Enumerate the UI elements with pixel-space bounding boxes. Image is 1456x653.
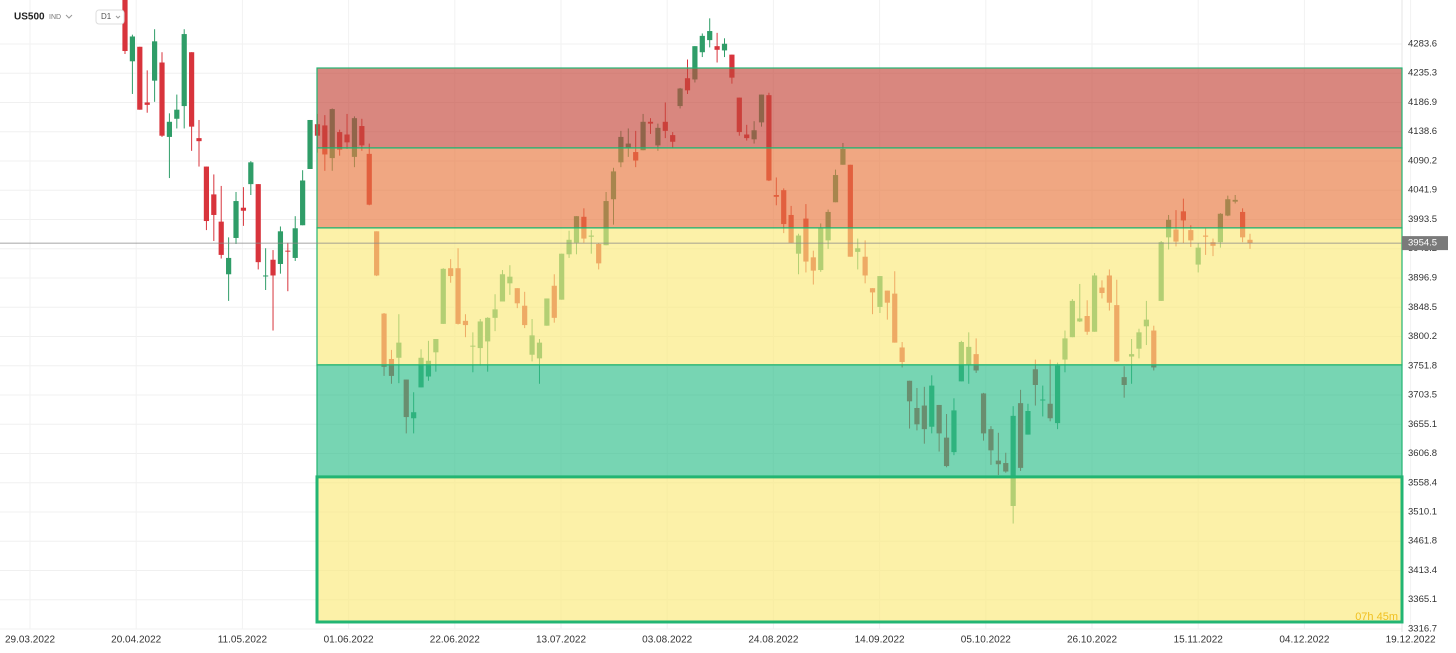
y-tick-label: 3461.8 bbox=[1408, 536, 1437, 547]
candle-body bbox=[166, 121, 173, 137]
candle-body bbox=[122, 0, 128, 52]
price-zone bbox=[316, 227, 1403, 366]
symbol: US500 bbox=[14, 12, 45, 23]
candle-body bbox=[277, 231, 284, 264]
price-zone bbox=[316, 364, 1403, 478]
y-tick-label: 3800.2 bbox=[1408, 331, 1437, 342]
candle-body bbox=[300, 180, 306, 226]
candle-body bbox=[285, 250, 291, 252]
y-tick-label: 3993.5 bbox=[1408, 214, 1437, 225]
y-tick-label: 3655.1 bbox=[1408, 419, 1437, 430]
y-tick-label: 4235.3 bbox=[1408, 68, 1437, 79]
candle-body bbox=[233, 201, 239, 238]
candle-body bbox=[721, 43, 728, 51]
x-tick-label: 13.07.2022 bbox=[536, 635, 586, 646]
x-tick-label: 19.12.2022 bbox=[1386, 635, 1436, 646]
candle-body bbox=[248, 162, 254, 185]
last-price-label: 3954.5 bbox=[1408, 238, 1437, 249]
x-tick-label: 29.03.2022 bbox=[5, 635, 55, 646]
countdown: 07h 45m bbox=[1355, 611, 1398, 623]
y-tick-label: 4283.6 bbox=[1408, 39, 1437, 50]
candle-body bbox=[714, 46, 720, 50]
candle-body bbox=[729, 54, 735, 78]
y-tick-label: 3848.5 bbox=[1408, 302, 1437, 313]
candle-body bbox=[203, 166, 210, 222]
candle-body bbox=[226, 257, 232, 275]
x-tick-label: 11.05.2022 bbox=[218, 635, 268, 646]
candle-body bbox=[707, 31, 713, 41]
x-tick-label: 05.10.2022 bbox=[961, 635, 1011, 646]
y-tick-label: 3703.5 bbox=[1408, 389, 1437, 400]
overlay: 4283.6 4235.3 4186.9 4138.6 4090.2 4041.9 3993… bbox=[0, 39, 1448, 646]
candle-body bbox=[692, 46, 698, 80]
candle-body bbox=[699, 35, 705, 53]
market: IND bbox=[49, 14, 61, 21]
y-tick-label: 4090.2 bbox=[1408, 156, 1437, 167]
candle-body bbox=[144, 102, 150, 105]
x-tick-label: 20.04.2022 bbox=[111, 635, 161, 646]
y-tick-label: 3413.4 bbox=[1408, 565, 1437, 576]
x-tick-label: 22.06.2022 bbox=[430, 635, 480, 646]
zones bbox=[315, 67, 1404, 624]
price-zone bbox=[315, 475, 1404, 624]
candle-body bbox=[189, 52, 195, 127]
candle-body bbox=[218, 221, 224, 255]
candle-body bbox=[129, 36, 136, 62]
y-tick-label: 4138.6 bbox=[1408, 126, 1437, 137]
y-tick-label: 3558.4 bbox=[1408, 477, 1437, 488]
candle-body bbox=[240, 207, 247, 211]
candle-body bbox=[196, 138, 202, 142]
x-tick-label: 01.06.2022 bbox=[324, 635, 374, 646]
price-zone bbox=[316, 67, 1403, 149]
candle-body bbox=[159, 62, 165, 136]
x-tick-label: 04.12.2022 bbox=[1279, 635, 1329, 646]
candle-body bbox=[270, 259, 276, 276]
y-tick-label: 4041.9 bbox=[1408, 185, 1437, 196]
last-price-box bbox=[1402, 236, 1448, 251]
candle-body bbox=[263, 275, 269, 277]
candle-body bbox=[137, 46, 143, 110]
x-tick-label: 15.11.2022 bbox=[1174, 635, 1224, 646]
candle-body bbox=[211, 194, 217, 215]
x-tick-label: 14.09.2022 bbox=[855, 635, 905, 646]
timeframe[interactable]: D1 bbox=[101, 12, 112, 21]
x-tick-label: 26.10.2022 bbox=[1067, 635, 1117, 646]
candle-body bbox=[181, 34, 187, 107]
candle-body bbox=[307, 119, 313, 169]
dropdown-icon[interactable] bbox=[65, 14, 73, 19]
candle-body bbox=[255, 184, 261, 263]
y-tick-label: 3365.1 bbox=[1408, 594, 1437, 605]
y-tick-label: 4186.9 bbox=[1408, 97, 1437, 108]
y-tick-label: 3606.8 bbox=[1408, 448, 1437, 459]
candle-body bbox=[174, 109, 180, 119]
y-tick-label: 3896.9 bbox=[1408, 272, 1437, 283]
y-tick-label: 3316.7 bbox=[1408, 624, 1437, 635]
x-tick-label: 03.08.2022 bbox=[642, 635, 692, 646]
candle-body bbox=[152, 41, 158, 81]
y-tick-label: 3751.8 bbox=[1408, 360, 1437, 371]
price-zone bbox=[316, 147, 1403, 229]
x-tick-label: 24.08.2022 bbox=[748, 635, 798, 646]
y-tick-label: 3510.1 bbox=[1408, 507, 1437, 518]
dropdown-icon[interactable] bbox=[115, 15, 121, 19]
timeframe-button[interactable] bbox=[95, 9, 125, 25]
